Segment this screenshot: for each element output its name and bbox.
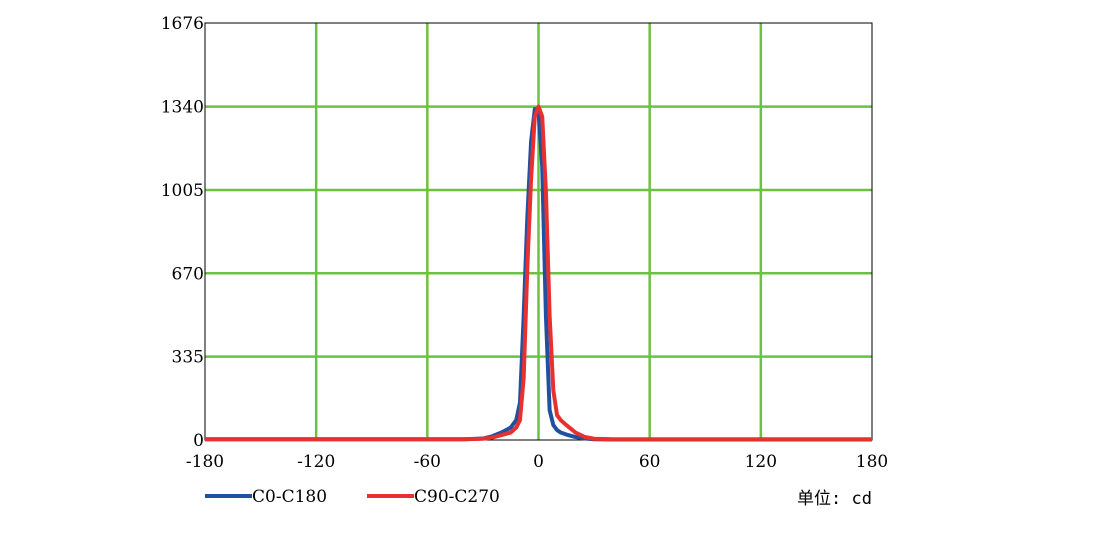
legend-item-c0-c180: C0-C180	[205, 487, 327, 507]
x-tick-label: 0	[533, 452, 544, 472]
series-line-c90-c270	[205, 104, 872, 442]
y-tick-label: 0	[193, 431, 204, 451]
x-tick-label: -120	[297, 452, 335, 472]
y-tick-label: 335	[172, 348, 204, 368]
y-tick-label: 1340	[161, 98, 204, 118]
y-axis-ticks: 0 335 670 1005 1340 1676	[161, 14, 204, 451]
x-axis-ticks: -180 -120 -60 0 60 120 180	[186, 452, 888, 472]
legend-label-c90-c270: C90-C270	[414, 487, 500, 507]
x-tick-label: -180	[186, 452, 224, 472]
y-tick-label: 1005	[161, 181, 204, 201]
x-tick-label: 180	[856, 452, 888, 472]
x-tick-label: 60	[639, 452, 661, 472]
unit-label: 单位: cd	[797, 489, 872, 509]
y-tick-label: 1676	[161, 14, 204, 34]
plot-frame	[204, 22, 873, 441]
grid	[205, 23, 872, 440]
legend-item-c90-c270: C90-C270	[367, 487, 500, 507]
series-layer	[205, 104, 872, 442]
legend-label-c0-c180: C0-C180	[252, 487, 327, 507]
x-tick-label: -60	[414, 452, 441, 472]
y-tick-label: 670	[172, 264, 204, 284]
legend: C0-C180 C90-C270	[205, 487, 500, 507]
x-tick-label: 120	[745, 452, 777, 472]
